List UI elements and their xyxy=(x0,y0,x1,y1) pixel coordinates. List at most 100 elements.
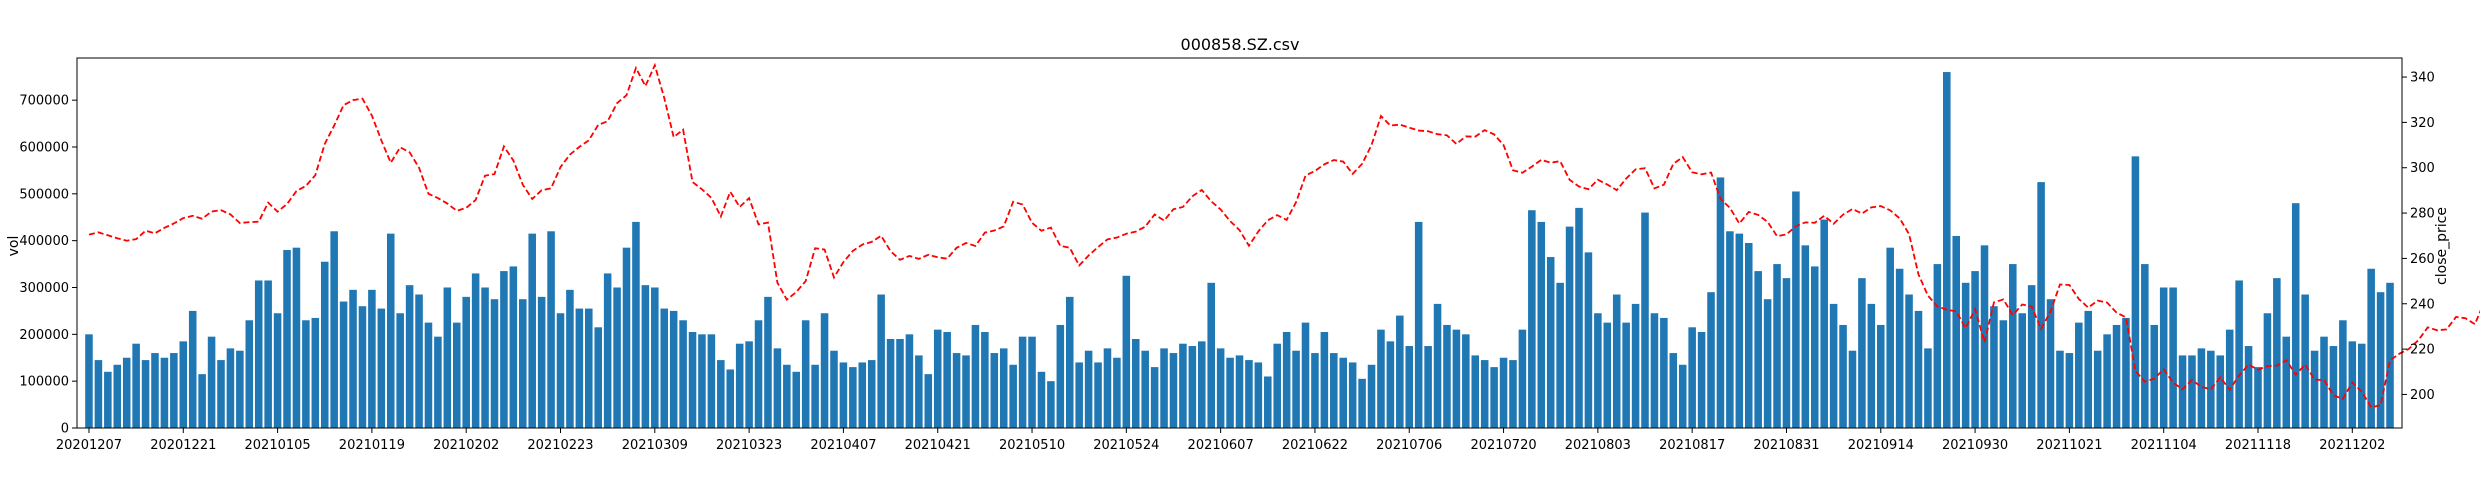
bar xyxy=(349,289,357,428)
bar xyxy=(1641,212,1649,428)
bar xyxy=(1961,282,1970,428)
bar xyxy=(207,336,216,428)
bar xyxy=(1216,348,1225,428)
bar xyxy=(1396,315,1404,428)
bar xyxy=(613,287,621,428)
bar xyxy=(2093,350,2102,428)
bar xyxy=(1075,362,1083,428)
bar xyxy=(368,289,376,428)
bar xyxy=(1773,264,1781,428)
bar xyxy=(1339,357,1347,428)
bar xyxy=(1509,360,1517,428)
bar xyxy=(1575,207,1583,428)
bar xyxy=(217,360,225,428)
bar xyxy=(2075,322,2083,428)
bar xyxy=(622,247,631,428)
bar xyxy=(1405,346,1414,428)
bar xyxy=(981,331,989,428)
bar xyxy=(1792,191,1800,428)
bar xyxy=(85,334,93,428)
bar xyxy=(2009,264,2017,428)
bar xyxy=(1056,324,1065,428)
bar xyxy=(2046,299,2055,428)
bar xyxy=(2027,285,2036,428)
bar xyxy=(500,271,508,428)
bar xyxy=(933,329,942,428)
bar xyxy=(1150,367,1159,428)
bar xyxy=(1565,226,1574,428)
bar xyxy=(547,231,555,428)
bar xyxy=(839,362,848,428)
bar xyxy=(434,336,442,428)
bar xyxy=(1282,331,1291,428)
bar xyxy=(1980,245,1989,428)
x-tick-label: 20201207 xyxy=(56,438,122,453)
bar xyxy=(2103,334,2111,428)
bar xyxy=(94,360,103,428)
bar xyxy=(641,285,650,428)
bar xyxy=(2386,282,2394,428)
bar xyxy=(1480,360,1489,428)
bar xyxy=(669,310,678,428)
bar xyxy=(1009,364,1017,428)
bar xyxy=(151,353,159,428)
bar xyxy=(1594,313,1602,428)
bar xyxy=(1867,303,1876,428)
bar xyxy=(1556,282,1564,428)
plot-frame xyxy=(76,57,2403,429)
x-tick-label: 20210323 xyxy=(716,438,782,453)
bar xyxy=(377,308,386,428)
chart-title: 000858.SZ.csv xyxy=(1181,35,1300,54)
bar xyxy=(2188,355,2196,428)
bar xyxy=(2244,346,2253,428)
bar xyxy=(2225,329,2234,428)
bar xyxy=(2112,324,2121,428)
bar xyxy=(2131,156,2140,428)
bar xyxy=(519,299,527,428)
bar xyxy=(877,294,885,428)
bar xyxy=(1386,341,1395,428)
bar xyxy=(490,299,499,428)
bar xyxy=(585,308,593,428)
bar xyxy=(1414,221,1423,428)
bar xyxy=(283,250,291,428)
bar xyxy=(990,353,999,428)
bar xyxy=(575,308,584,428)
bar xyxy=(632,221,640,428)
x-tick-label: 20210407 xyxy=(810,438,876,453)
bar xyxy=(867,360,876,428)
bar xyxy=(2263,313,2272,428)
bar xyxy=(1179,343,1187,428)
y-right-tick-label: 300 xyxy=(2410,161,2435,176)
bars-layer xyxy=(85,72,2394,429)
y-axis-right-label: close_price xyxy=(2434,207,2450,285)
bar xyxy=(2037,182,2045,428)
bar xyxy=(113,364,122,428)
bar xyxy=(896,339,904,428)
bar xyxy=(830,350,838,428)
bar xyxy=(236,350,244,428)
bar xyxy=(1443,324,1451,428)
bar xyxy=(971,324,980,428)
bar xyxy=(104,371,112,428)
bar xyxy=(1254,362,1263,428)
bar xyxy=(1688,327,1696,428)
x-tick-label: 20211104 xyxy=(2131,438,2197,453)
bar xyxy=(1537,221,1546,428)
x-tick-label: 20210831 xyxy=(1753,438,1819,453)
bar xyxy=(1273,343,1281,428)
bar xyxy=(2348,341,2357,428)
bar xyxy=(132,343,140,428)
bar xyxy=(198,374,206,428)
bar xyxy=(952,353,961,428)
bar xyxy=(1122,275,1131,428)
bar xyxy=(1914,310,1923,428)
y-left-tick-label: 100000 xyxy=(19,375,69,390)
bar xyxy=(2216,355,2225,428)
bar xyxy=(1810,266,1819,428)
bar xyxy=(226,348,235,428)
bar xyxy=(556,313,565,428)
bar xyxy=(1235,355,1244,428)
bar xyxy=(1245,360,1253,428)
